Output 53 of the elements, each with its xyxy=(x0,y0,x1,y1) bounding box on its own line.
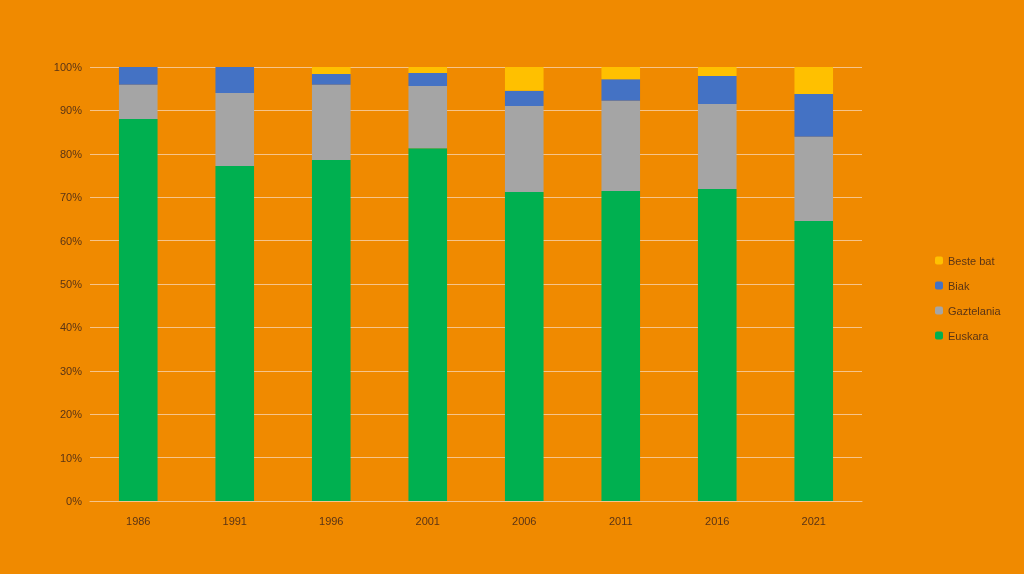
bar xyxy=(794,67,834,94)
bar xyxy=(504,90,544,107)
bar xyxy=(504,191,544,501)
bar xyxy=(794,93,834,137)
bar xyxy=(408,148,448,501)
bar xyxy=(118,67,158,85)
x-tick-label: 2016 xyxy=(705,514,730,527)
bar xyxy=(118,84,158,120)
y-tick-label: 90% xyxy=(59,104,83,117)
bar xyxy=(215,165,255,501)
legend-label: Biak xyxy=(948,279,970,292)
y-tick-label: 0% xyxy=(66,495,83,507)
bar xyxy=(215,93,255,166)
bar xyxy=(697,188,737,501)
bar xyxy=(311,159,351,501)
y-tick-label: 50% xyxy=(59,278,83,290)
x-tick-label: 1986 xyxy=(126,514,151,527)
y-tick-label: 10% xyxy=(59,451,83,464)
bar xyxy=(794,136,834,222)
y-tick-label: 40% xyxy=(59,321,83,334)
bar xyxy=(215,67,255,94)
bar xyxy=(697,67,737,77)
x-tick-label: 2006 xyxy=(512,514,537,527)
bar xyxy=(794,221,834,501)
x-tick-label: 2001 xyxy=(415,514,440,527)
bar xyxy=(311,67,351,74)
bar xyxy=(118,119,158,501)
bar xyxy=(697,76,737,104)
bar xyxy=(311,84,351,160)
x-tick-label: 2011 xyxy=(608,514,633,527)
y-tick-label: 80% xyxy=(59,147,83,160)
x-tick-label: 1991 xyxy=(222,514,247,527)
y-tick-label: 60% xyxy=(59,234,83,247)
y-tick-label: 20% xyxy=(59,408,83,421)
bar xyxy=(601,191,641,501)
bar xyxy=(697,103,737,189)
bar xyxy=(601,100,641,192)
legend-label: Gaztelania xyxy=(948,304,1002,317)
legend-label: Beste bat xyxy=(948,254,995,267)
bar xyxy=(311,73,351,85)
x-tick-label: 1996 xyxy=(319,514,344,527)
bar xyxy=(601,79,641,101)
bar xyxy=(408,86,448,149)
bar xyxy=(408,67,448,74)
bar xyxy=(504,106,544,192)
y-tick-label: 100% xyxy=(53,61,83,73)
x-tick-label: 2021 xyxy=(801,514,826,527)
bar xyxy=(601,67,641,80)
y-tick-label: 70% xyxy=(59,191,83,204)
bar xyxy=(504,67,544,91)
y-tick-label: 30% xyxy=(59,364,83,377)
bar xyxy=(408,73,448,87)
legend-label: Euskara xyxy=(948,329,990,342)
